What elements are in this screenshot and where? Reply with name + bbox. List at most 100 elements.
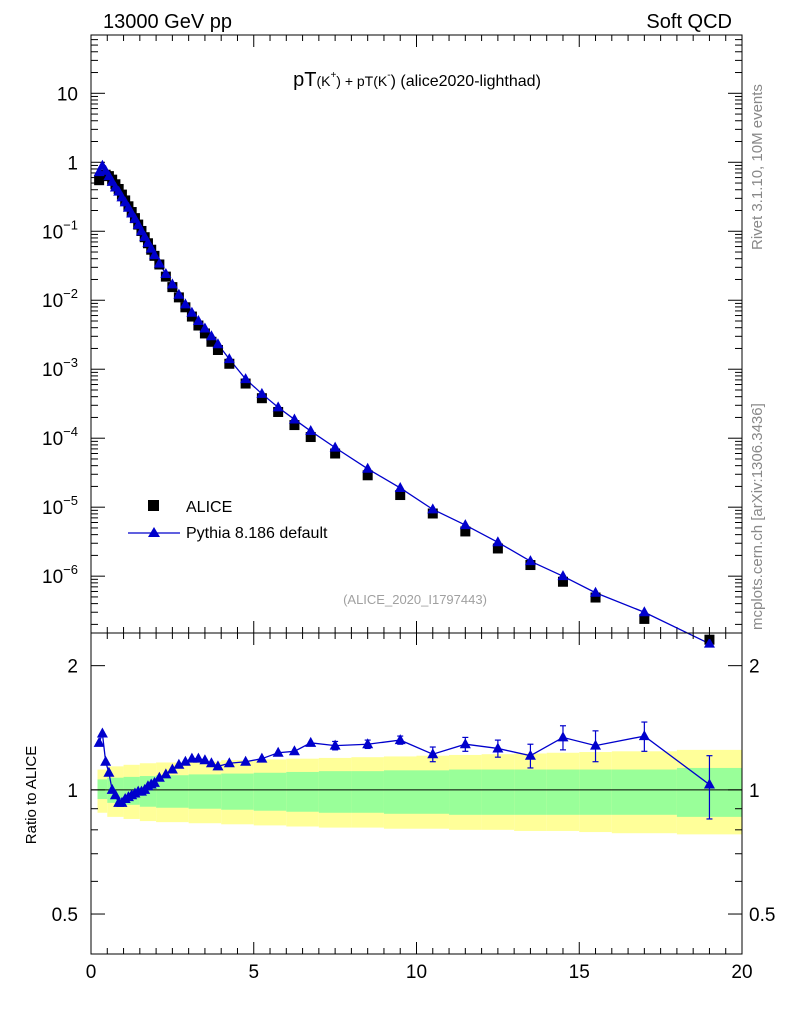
x-tick-label: 10 bbox=[406, 962, 427, 983]
main-y-tick-label: 10 bbox=[57, 84, 78, 105]
ratio-axis-ticks bbox=[90, 633, 743, 954]
pythia-data-point bbox=[305, 425, 317, 436]
ratio-data-point bbox=[638, 730, 650, 741]
x-tick-labels: 0 5 10 15 20 bbox=[86, 962, 753, 983]
main-y-tick-label: 10−1 bbox=[42, 217, 78, 243]
pythia-data-point bbox=[223, 353, 235, 364]
pythia-data-point bbox=[153, 257, 165, 268]
ratio-inner-band-segment bbox=[546, 769, 580, 815]
alice-data-point bbox=[212, 344, 223, 355]
pythia-data-point bbox=[638, 606, 650, 617]
x-tick-label: 0 bbox=[86, 962, 97, 983]
alice-data-point bbox=[639, 613, 650, 624]
main-y-tick-label: 10−4 bbox=[42, 424, 78, 450]
ratio-y-axis-label: Ratio to ALICE bbox=[23, 746, 40, 844]
pythia-data-point bbox=[166, 278, 178, 289]
alice-data-point bbox=[273, 406, 284, 417]
alice-data-point bbox=[206, 336, 217, 347]
ratio-data-point bbox=[492, 742, 504, 753]
alice-data-point bbox=[590, 592, 601, 603]
alice-data-point bbox=[557, 576, 568, 587]
pythia-data-point bbox=[524, 555, 536, 566]
mcplots-reference-label: mcplots.cern.ch [arXiv:1306.3436] bbox=[749, 403, 766, 630]
pythia-data-point bbox=[362, 462, 374, 473]
ratio-data-point bbox=[394, 734, 406, 745]
ratio-data-point bbox=[272, 746, 284, 757]
alice-data-point bbox=[492, 543, 503, 554]
ratio-inner-band-segment bbox=[383, 770, 417, 814]
ratio-inner-band-segment bbox=[351, 771, 384, 813]
ratio-inner-band-segment bbox=[286, 771, 319, 812]
analysis-watermark: (ALICE_2020_I1797443) bbox=[343, 592, 487, 607]
pythia-data-point bbox=[590, 586, 602, 597]
ratio-data-point bbox=[329, 739, 341, 750]
legend-alice-marker bbox=[148, 500, 159, 511]
ratio-data-point bbox=[305, 736, 317, 747]
pythia-data-point bbox=[199, 322, 211, 333]
ratio-y-tick-label-left: 1 bbox=[67, 781, 78, 802]
collision-energy-label: 13000 GeV pp bbox=[103, 11, 232, 33]
ratio-data-point bbox=[93, 736, 105, 747]
ratio-data-point bbox=[179, 755, 191, 766]
pythia-data-point bbox=[160, 268, 172, 279]
pythia-data-point bbox=[459, 519, 471, 530]
ratio-inner-band-segment bbox=[579, 769, 612, 815]
ratio-data-point bbox=[590, 739, 602, 750]
ratio-data-point bbox=[192, 752, 204, 763]
ratio-series-layer bbox=[93, 721, 715, 820]
main-y-tick-label: 10−5 bbox=[42, 493, 78, 519]
main-y-tick-label: 10−6 bbox=[42, 562, 78, 588]
ratio-data-point bbox=[153, 771, 165, 782]
ratio-data-point bbox=[103, 766, 115, 777]
pythia-data-point bbox=[492, 536, 504, 547]
main-series-layer bbox=[93, 159, 715, 648]
ratio-y-tick-labels: 2 2 1 1 0.5 0.5 bbox=[52, 657, 776, 926]
ratio-data-point bbox=[96, 727, 108, 738]
ratio-y-tick-label-left: 2 bbox=[67, 657, 78, 678]
alice-data-point bbox=[305, 432, 316, 443]
ratio-inner-band-segment bbox=[611, 769, 677, 815]
legend-alice-label: ALICE bbox=[186, 499, 232, 516]
pythia-data-point bbox=[329, 441, 341, 452]
alice-data-point bbox=[395, 490, 406, 501]
ratio-data-point bbox=[256, 752, 268, 763]
ratio-inner-band-segment bbox=[221, 773, 254, 810]
pythia-data-point bbox=[173, 288, 185, 299]
legend: ALICE Pythia 8.186 default bbox=[128, 499, 328, 542]
alice-data-point bbox=[427, 508, 438, 519]
pythia-data-point bbox=[557, 570, 569, 581]
ratio-y-tick-label-right: 1 bbox=[749, 781, 760, 802]
alice-data-point bbox=[460, 526, 471, 537]
ratio-data-point bbox=[240, 755, 252, 766]
ratio-inner-band-segment bbox=[188, 774, 222, 809]
x-tick-label: 15 bbox=[569, 962, 590, 983]
main-plot-panel: 10 1 10−1 10−2 10−3 10−4 10−5 10−6 pT(K+) + pT(… bbox=[42, 34, 743, 648]
ratio-data-point bbox=[362, 738, 374, 749]
ratio-data-point bbox=[524, 749, 536, 760]
ratio-data-point bbox=[703, 778, 715, 789]
pythia-data-point bbox=[212, 338, 224, 349]
main-y-tick-label: 1 bbox=[67, 153, 78, 174]
ratio-data-point bbox=[427, 748, 439, 759]
pythia-data-point bbox=[703, 637, 715, 648]
process-label: Soft QCD bbox=[646, 11, 732, 33]
ratio-data-point bbox=[557, 731, 569, 742]
ratio-y-tick-label-right: 0.5 bbox=[749, 905, 775, 926]
ratio-inner-band-segment bbox=[449, 769, 482, 815]
x-tick-label: 5 bbox=[248, 962, 259, 983]
alice-data-point bbox=[330, 448, 341, 459]
ratio-y-tick-label-right: 2 bbox=[749, 657, 760, 678]
ratio-inner-band-segment bbox=[318, 771, 352, 813]
main-axis-ticks bbox=[90, 34, 743, 633]
pythia-data-point bbox=[256, 387, 268, 398]
alice-data-point bbox=[289, 420, 300, 431]
ratio-data-point bbox=[459, 738, 471, 749]
plot-title: pT(K+) + pT(K-) (alice2020-lighthad) bbox=[293, 69, 541, 91]
ratio-data-point bbox=[223, 757, 235, 768]
pythia-data-point bbox=[205, 330, 217, 341]
ratio-data-point bbox=[205, 757, 217, 768]
alice-data-point bbox=[224, 358, 235, 369]
legend-pythia-label: Pythia 8.186 default bbox=[186, 525, 328, 542]
alice-data-point bbox=[240, 378, 251, 389]
